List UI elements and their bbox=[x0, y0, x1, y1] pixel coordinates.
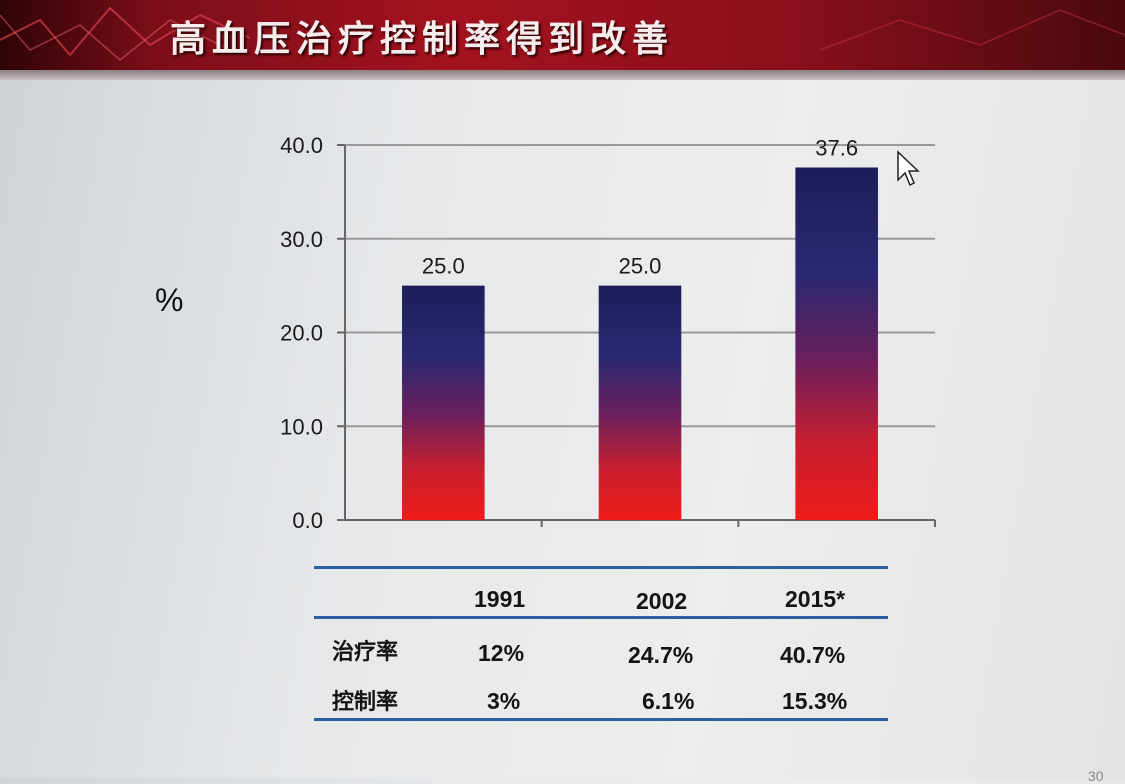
table-header-rule bbox=[314, 616, 888, 619]
bar-2002 bbox=[598, 285, 682, 520]
mouse-cursor-icon bbox=[897, 150, 920, 187]
y-tick-label: 30.0 bbox=[280, 227, 323, 252]
table-cell: 12% bbox=[478, 640, 525, 666]
banner-decoration bbox=[0, 6, 1125, 61]
data-label: 37.6 bbox=[815, 136, 858, 161]
banner-underline bbox=[0, 70, 1125, 80]
table-cell: 15.3% bbox=[782, 688, 848, 714]
bar-chart: 0.0 10.0 20.0 30.0 40.0 25.0 25.0 37.6 bbox=[280, 133, 936, 533]
y-tick-label: 0.0 bbox=[292, 508, 323, 533]
page-number: 30 bbox=[1088, 768, 1104, 784]
y-tick-label: 10.0 bbox=[280, 414, 323, 439]
slide-title: 高血压治疗控制率得到改善 bbox=[170, 18, 675, 60]
y-tick-label: 20.0 bbox=[280, 321, 323, 346]
table-cell: 3% bbox=[487, 688, 521, 714]
table-cell: 24.7% bbox=[628, 642, 694, 668]
title-banner: 高血压治疗控制率得到改善 bbox=[0, 0, 1125, 70]
table-top-rule bbox=[314, 566, 888, 569]
row-label-control-rate: 控制率 bbox=[332, 690, 399, 715]
table-header-2002: 2002 bbox=[636, 588, 688, 614]
table-cell: 40.7% bbox=[780, 642, 846, 668]
table-bottom-rule bbox=[314, 718, 888, 721]
table-header-2015: 2015* bbox=[785, 586, 846, 612]
data-label: 25.0 bbox=[422, 254, 465, 279]
row-label-treatment-rate: 治疗率 bbox=[332, 640, 399, 665]
table-cell: 6.1% bbox=[642, 688, 695, 714]
data-label: 25.0 bbox=[619, 254, 662, 279]
y-tick-label: 40.0 bbox=[280, 133, 323, 158]
bar-1991 bbox=[402, 285, 485, 520]
table-header-1991: 1991 bbox=[474, 586, 526, 612]
bar-2015 bbox=[795, 167, 878, 520]
y-axis-label: % bbox=[155, 282, 184, 318]
